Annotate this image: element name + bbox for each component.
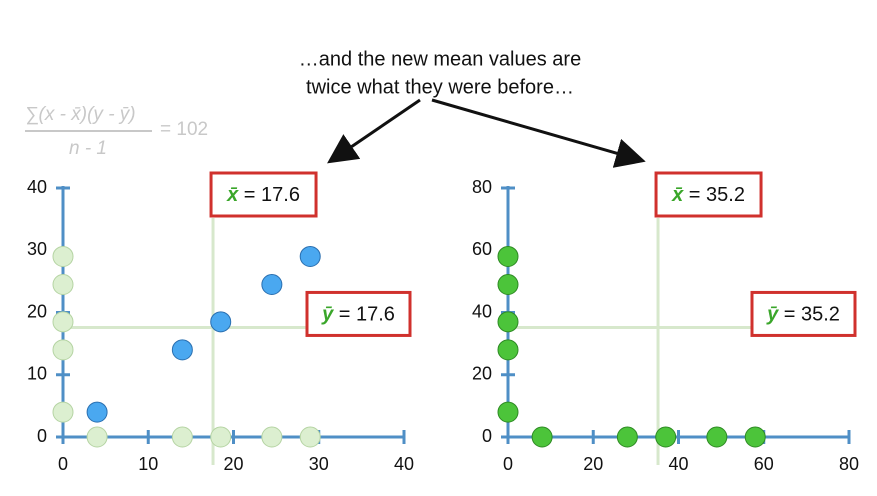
formula-result: = 102 (160, 119, 208, 140)
y-projection (52, 401, 74, 423)
y-projection (497, 245, 519, 267)
y-tick-label: 60 (472, 239, 492, 259)
mean-y-box (750, 290, 857, 337)
y-tick-label: 20 (472, 364, 492, 384)
mean-y-label: = 35.2 (784, 304, 840, 326)
y-projection (497, 273, 519, 295)
mean-y-text: ȳ = 35.2 (766, 304, 840, 326)
y-projection (497, 339, 519, 361)
point (299, 245, 321, 267)
x-projection (706, 426, 728, 448)
x-tick-label: 30 (309, 454, 329, 474)
x-tick-label: 40 (394, 454, 414, 474)
x-projection (210, 426, 232, 448)
x-tick-label: 60 (754, 454, 774, 474)
mean-x-label: = 35.2 (689, 184, 745, 206)
mean-x-box (654, 171, 763, 218)
mean-x-symbol: x̄ (671, 184, 684, 206)
y-projection (52, 339, 74, 361)
y-tick-label: 40 (27, 177, 47, 197)
x-projection (616, 426, 638, 448)
mean-x-label: = 17.6 (244, 184, 300, 206)
arrow (327, 98, 421, 164)
arrow (431, 98, 646, 168)
mean-y-symbol: ȳ (321, 304, 334, 326)
x-tick-label: 10 (138, 454, 158, 474)
caption-line: twice what they were before… (306, 76, 574, 98)
y-projection (52, 273, 74, 295)
mean-y-text: ȳ = 17.6 (321, 304, 395, 326)
mean-y-box (305, 290, 412, 337)
point (86, 401, 108, 423)
y-tick-label: 30 (27, 239, 47, 259)
x-projection (531, 426, 553, 448)
y-projection (52, 245, 74, 267)
x-projection (655, 426, 677, 448)
y-tick-label: 0 (482, 426, 492, 446)
x-tick-label: 80 (839, 454, 859, 474)
mean-x-box (209, 171, 318, 218)
formula-denominator: n - 1 (69, 138, 107, 159)
mean-x-text: x̄ = 35.2 (671, 184, 745, 206)
x-projection (86, 426, 108, 448)
y-projection (497, 401, 519, 423)
x-projection (171, 426, 193, 448)
x-tick-label: 40 (668, 454, 688, 474)
mean-y-symbol: ȳ (766, 304, 779, 326)
x-tick-label: 20 (223, 454, 243, 474)
mean-x-symbol: x̄ (226, 184, 239, 206)
y-projection (52, 311, 74, 333)
mean-x-text: x̄ = 17.6 (226, 184, 300, 206)
y-tick-label: 40 (472, 301, 492, 321)
y-tick-label: 0 (37, 426, 47, 446)
formula-numerator: ∑(x - x̄)(y - ȳ) (25, 104, 136, 125)
y-projection (497, 311, 519, 333)
x-projection (261, 426, 283, 448)
x-tick-label: 0 (503, 454, 513, 474)
mean-y-label: = 17.6 (339, 304, 395, 326)
x-projection (299, 426, 321, 448)
point (171, 339, 193, 361)
caption-line: …and the new mean values are (299, 48, 581, 70)
point (210, 311, 232, 333)
x-projection (744, 426, 766, 448)
y-tick-label: 80 (472, 177, 492, 197)
y-tick-label: 10 (27, 364, 47, 384)
point (261, 273, 283, 295)
x-tick-label: 20 (583, 454, 603, 474)
y-tick-label: 20 (27, 301, 47, 321)
x-tick-label: 0 (58, 454, 68, 474)
